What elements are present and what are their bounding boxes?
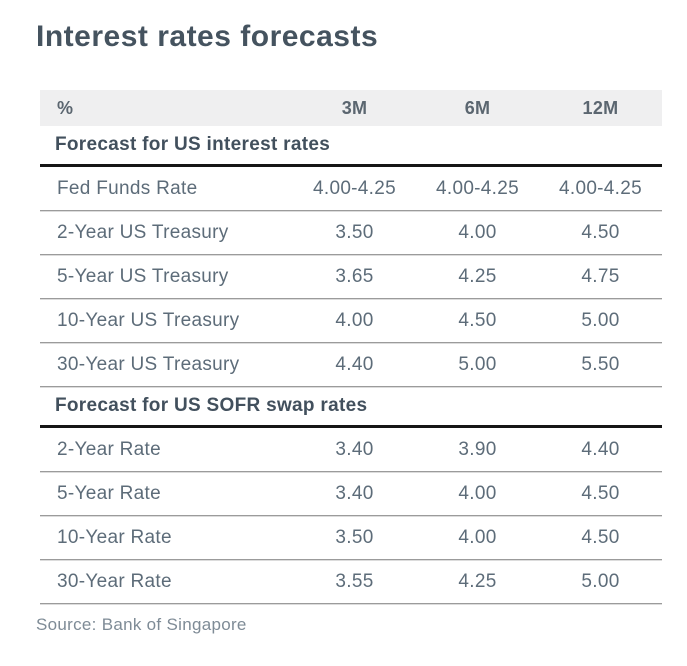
- table-row: Fed Funds Rate 4.00-4.25 4.00-4.25 4.00-4.2…: [40, 167, 662, 211]
- row-label: Fed Funds Rate: [57, 177, 198, 199]
- row-value: 3.50: [335, 526, 374, 548]
- table-sections: Forecast for US interest rates Fed Funds …: [40, 126, 662, 604]
- row-value: 4.00: [335, 309, 374, 331]
- section-header: Forecast for US interest rates: [40, 126, 662, 167]
- row-label: 10-Year US Treasury: [57, 309, 240, 331]
- row-value: 4.50: [458, 309, 497, 331]
- row-value: 5.00: [458, 353, 497, 375]
- row-value: 4.75: [581, 265, 620, 287]
- row-value: 3.55: [335, 570, 374, 592]
- row-label: 2-Year Rate: [57, 438, 161, 460]
- row-value: 3.50: [335, 221, 374, 243]
- row-value: 4.00-4.25: [313, 177, 396, 199]
- row-value: 4.00-4.25: [436, 177, 519, 199]
- row-label: 5-Year US Treasury: [57, 265, 229, 287]
- section-header: Forecast for US SOFR swap rates: [40, 387, 662, 428]
- row-value: 4.50: [581, 526, 620, 548]
- table-row: 2-Year US Treasury 3.50 4.00 4.50: [40, 211, 662, 255]
- column-header-6m: 6M: [464, 97, 491, 118]
- row-value: 4.40: [581, 438, 620, 460]
- row-label: 30-Year US Treasury: [57, 353, 240, 375]
- row-value: 3.40: [335, 482, 374, 504]
- row-value: 3.40: [335, 438, 374, 460]
- page-title: Interest rates forecasts: [36, 20, 379, 53]
- row-label: 30-Year Rate: [57, 570, 172, 592]
- column-header-unit: %: [57, 97, 74, 118]
- row-value: 4.40: [335, 353, 374, 375]
- row-label: 2-Year US Treasury: [57, 221, 229, 243]
- row-value: 4.50: [581, 221, 620, 243]
- row-value: 5.00: [581, 570, 620, 592]
- table-row: 30-Year US Treasury 4.40 5.00 5.50: [40, 343, 662, 387]
- table-row: 2-Year Rate 3.40 3.90 4.40: [40, 428, 662, 472]
- forecast-table: % 3M 6M 12M Forecast for US interest rat…: [40, 90, 662, 604]
- row-value: 5.50: [581, 353, 620, 375]
- row-value: 4.00-4.25: [559, 177, 642, 199]
- row-value: 5.00: [581, 309, 620, 331]
- row-value: 4.50: [581, 482, 620, 504]
- source-note: Source: Bank of Singapore: [36, 615, 247, 634]
- row-value: 4.25: [458, 570, 497, 592]
- table-row: 5-Year Rate 3.40 4.00 4.50: [40, 472, 662, 516]
- row-value: 3.90: [458, 438, 497, 460]
- row-value: 4.00: [458, 221, 497, 243]
- column-header-3m: 3M: [341, 97, 368, 118]
- row-value: 4.25: [458, 265, 497, 287]
- row-value: 4.00: [458, 526, 497, 548]
- row-label: 10-Year Rate: [57, 526, 172, 548]
- row-value: 3.65: [335, 265, 374, 287]
- row-value: 4.00: [458, 482, 497, 504]
- table-row: 10-Year US Treasury 4.00 4.50 5.00: [40, 299, 662, 343]
- table-header-row: % 3M 6M 12M: [40, 90, 662, 126]
- table-row: 30-Year Rate 3.55 4.25 5.00: [40, 560, 662, 604]
- table-row: 5-Year US Treasury 3.65 4.25 4.75: [40, 255, 662, 299]
- row-label: 5-Year Rate: [57, 482, 161, 504]
- column-header-12m: 12M: [582, 97, 619, 118]
- table-row: 10-Year Rate 3.50 4.00 4.50: [40, 516, 662, 560]
